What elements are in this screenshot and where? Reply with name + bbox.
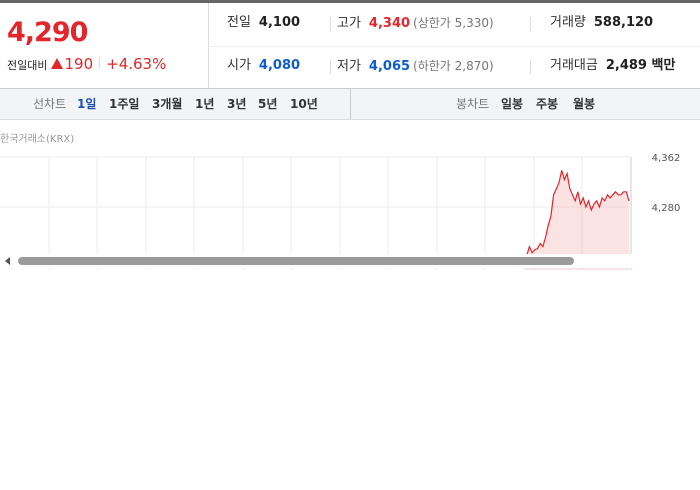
stat-note: (하한가 2,870)	[413, 59, 494, 73]
price-line	[523, 170, 630, 263]
tab[interactable]: 일봉	[501, 97, 524, 111]
tab[interactable]: 1주일	[109, 97, 140, 111]
divider	[330, 17, 331, 31]
stat-label: 거래대금	[550, 58, 598, 73]
divider	[330, 60, 331, 74]
scrollbar[interactable]	[0, 254, 700, 268]
tab[interactable]: 3년	[227, 97, 247, 111]
stat: 거래대금 2,489 백만	[550, 46, 675, 88]
stat-value: 2,489 백만	[605, 58, 676, 73]
plot	[523, 170, 630, 270]
price-box: 4,290 전일대비 190 +4.63%	[0, 3, 209, 88]
change-rate: +4.63%	[106, 55, 167, 73]
tab-bar: 선차트 1일 1주일 3개월 1년 3년 5년 10년 봉차트 일봉 주봉 월봉	[0, 88, 700, 120]
divider	[350, 89, 351, 119]
stat: 시가 4,080	[227, 46, 300, 88]
tab-label: 선차트	[33, 97, 67, 111]
tab[interactable]: 주봉	[536, 97, 559, 111]
stat-label: 저가	[337, 59, 361, 74]
change-label: 전일대비	[7, 59, 48, 72]
price: 4,290	[7, 17, 88, 48]
stat-label: 거래량	[550, 15, 586, 30]
stat-note: (상한가 5,330)	[413, 16, 494, 30]
stat-value: 4,065	[368, 59, 411, 74]
tab[interactable]: 10년	[290, 97, 318, 111]
up-icon	[51, 58, 64, 69]
tab[interactable]: 월봉	[573, 97, 596, 111]
divider	[208, 46, 700, 47]
tab[interactable]: 1년	[195, 97, 215, 111]
stat-label: 시가	[227, 58, 251, 73]
y-tick-label: 4,362	[652, 153, 681, 164]
stat-value: 4,100	[258, 15, 301, 30]
stat-value: 588,120	[593, 15, 654, 30]
stat-value: 4,080	[258, 58, 301, 73]
scroll-left[interactable]	[5, 257, 10, 265]
tab[interactable]: 5년	[258, 97, 278, 111]
stat-label: 고가	[337, 16, 361, 31]
divider	[530, 60, 531, 74]
y-tick-label: 4,280	[652, 203, 681, 214]
change: 전일대비 190 +4.63%	[7, 55, 166, 73]
stat-value: 4,340	[368, 16, 411, 31]
tab-label: 봉차트	[456, 97, 490, 111]
change-value: 190	[64, 55, 94, 73]
stat-label: 전일	[227, 15, 251, 30]
stat: 저가 4,065 (하한가 2,870)	[337, 46, 494, 88]
stat: 거래량 588,120	[550, 3, 653, 45]
area	[524, 170, 629, 270]
divider	[530, 17, 531, 31]
tab[interactable]: 3개월	[152, 97, 183, 111]
stat: 전일 4,100	[227, 3, 300, 45]
quote-panel: 4,290 전일대비 190 +4.63% 전일 4,100 고가 4,340 (상한가 5…	[0, 0, 700, 88]
scroll-thumb[interactable]	[18, 257, 574, 265]
source: 한국거래소(KRX)	[0, 134, 75, 145]
stat: 고가 4,340 (상한가 5,330)	[337, 3, 494, 45]
divider	[99, 57, 101, 69]
tab[interactable]: 1일	[77, 97, 97, 111]
